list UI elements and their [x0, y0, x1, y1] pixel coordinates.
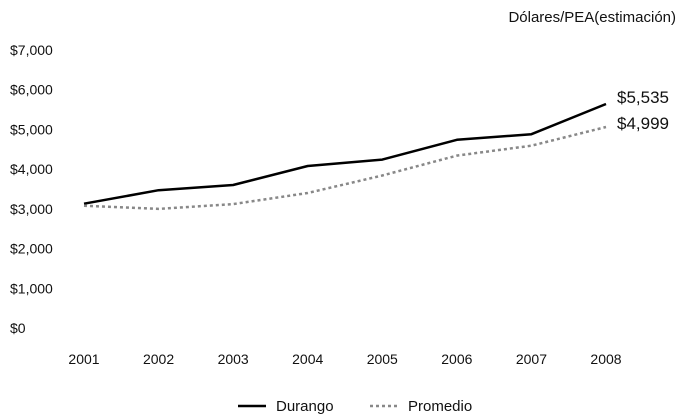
x-tick-label: 2008: [590, 351, 621, 367]
legend-label-durango: Durango: [276, 398, 334, 415]
y-tick-label: $6,000: [10, 82, 53, 98]
x-tick-label: 2005: [367, 351, 398, 367]
x-tick-label: 2001: [68, 351, 99, 367]
y-tick-label: $5,000: [10, 121, 53, 137]
legend-label-promedio: Promedio: [408, 398, 472, 415]
x-axis-ticks: 2001 2002 2003 2004 2005 2006 2007 2008: [68, 351, 621, 367]
x-tick-label: 2007: [516, 351, 547, 367]
y-axis-ticks: $0 $1,000 $2,000 $3,000 $4,000 $5,000 $6,000 $7…: [10, 42, 53, 336]
series-line-durango: [83, 102, 607, 205]
y-tick-label: $7,000: [10, 42, 53, 58]
y-tick-label: $3,000: [10, 201, 53, 217]
x-tick-label: 2006: [441, 351, 472, 367]
x-tick-label: 2004: [292, 351, 323, 367]
legend: Durango Promedio: [238, 398, 472, 415]
x-tick-label: 2002: [143, 351, 174, 367]
y-tick-label: $4,000: [10, 161, 53, 177]
end-label-promedio: $4,999: [617, 114, 669, 133]
series-layer: [83, 102, 607, 211]
unit-label: Dólares/PEA(estimación): [508, 9, 676, 26]
series-line-promedio: [83, 125, 607, 211]
y-tick-label: $0: [10, 320, 26, 336]
end-labels: $5,535 $4,999: [617, 88, 669, 133]
y-tick-label: $2,000: [10, 241, 53, 257]
x-tick-label: 2003: [218, 351, 249, 367]
y-tick-label: $1,000: [10, 280, 53, 296]
end-label-durango: $5,535: [617, 88, 669, 107]
